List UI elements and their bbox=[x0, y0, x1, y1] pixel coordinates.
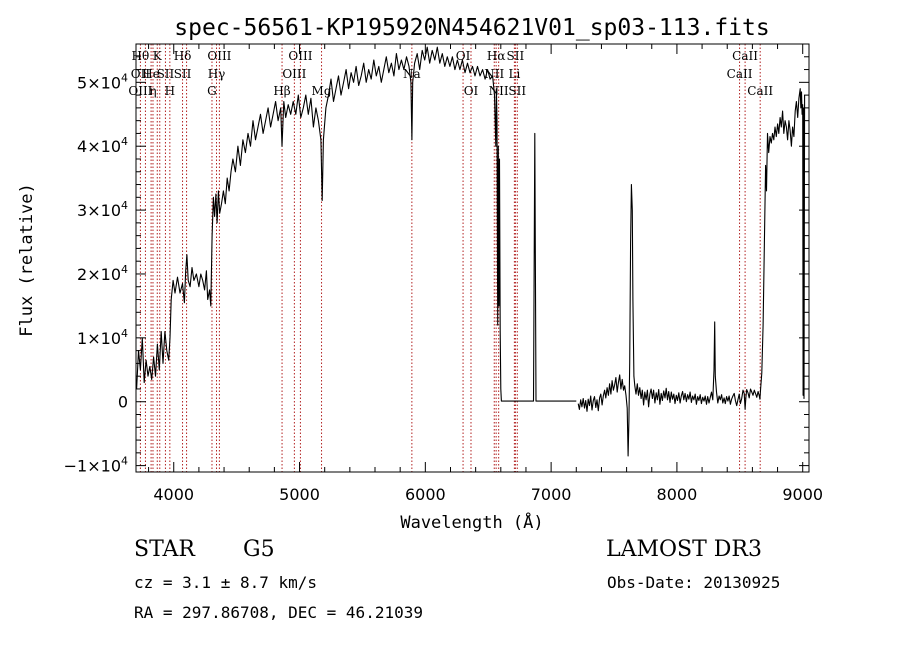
spectral-line-label: SII bbox=[508, 84, 526, 98]
x-tick-label: 7000 bbox=[531, 485, 572, 504]
spectral-line-label: K bbox=[153, 49, 163, 63]
chart-title: spec-56561-KP195920N454621V01_sp03-113.f… bbox=[174, 15, 769, 41]
spectral-line-label: G bbox=[207, 84, 217, 98]
spectral-line-label: OIII bbox=[207, 49, 231, 63]
spectral-line-label: SII bbox=[174, 67, 192, 81]
x-tick-label: 9000 bbox=[782, 485, 823, 504]
y-axis-label: Flux (relative) bbox=[17, 183, 37, 337]
spectral-line-label: Mg bbox=[312, 84, 332, 98]
survey-name: LAMOST DR3 bbox=[606, 537, 762, 562]
spectral-line-label: NII bbox=[484, 67, 504, 81]
spectral-line-label: He bbox=[142, 67, 160, 81]
y-tick-label: 3×104 bbox=[77, 199, 128, 220]
plot-frame bbox=[135, 43, 810, 473]
y-tick-label: 0 bbox=[118, 393, 128, 412]
spectral-line-label: CaII bbox=[727, 67, 753, 81]
spectral-line-label: Li bbox=[508, 67, 520, 81]
spectral-line-label: SII bbox=[157, 67, 175, 81]
redshift-velocity: cz = 3.1 ± 8.7 km/s bbox=[134, 573, 318, 592]
spectral-line-label: Na bbox=[403, 67, 421, 81]
spectrum-series-line bbox=[136, 46, 577, 402]
y-tick-label: 4×104 bbox=[77, 135, 128, 156]
spectral-line-label: NII bbox=[489, 84, 509, 98]
spectral-line-label: CaII bbox=[747, 84, 773, 98]
spectral-line-label: Hδ bbox=[174, 49, 192, 63]
spectral-line-label: Hγ bbox=[208, 67, 226, 81]
object-class: STAR bbox=[134, 537, 195, 562]
spectral-line-label: OIII bbox=[288, 49, 312, 63]
spectral-line-label: SII bbox=[507, 49, 525, 63]
spectral-line-label: Hβ bbox=[273, 84, 290, 98]
spectrum-series-line bbox=[577, 88, 806, 457]
spectral-line-label: OI bbox=[456, 49, 471, 63]
x-tick-label: 5000 bbox=[279, 485, 320, 504]
spectral-line-label: H bbox=[165, 84, 175, 98]
spectral-line-label: Hα bbox=[487, 49, 506, 63]
y-tick-label: 2×104 bbox=[77, 263, 128, 284]
x-tick-label: 4000 bbox=[153, 485, 194, 504]
x-tick-label: 8000 bbox=[657, 485, 698, 504]
x-tick-label: 6000 bbox=[405, 485, 446, 504]
spectral-line-label: OI bbox=[464, 84, 479, 98]
y-tick-label: 1×104 bbox=[77, 327, 128, 348]
spectral-line-label: OIII bbox=[282, 67, 306, 81]
spectral-line-label: CaII bbox=[732, 49, 758, 63]
y-tick-label: 5×104 bbox=[77, 71, 128, 92]
sky-coordinates: RA = 297.86708, DEC = 46.21039 bbox=[134, 603, 423, 622]
object-subclass: G5 bbox=[243, 537, 275, 562]
spectral-line-label: OIII bbox=[128, 84, 152, 98]
x-axis-label: Wavelength (Å) bbox=[400, 511, 543, 533]
observation-date: Obs-Date: 20130925 bbox=[607, 573, 781, 592]
spectral-line-label: η bbox=[149, 84, 156, 98]
y-tick-label: −1×104 bbox=[64, 455, 128, 476]
spectral-line-label: Hθ bbox=[132, 49, 150, 63]
